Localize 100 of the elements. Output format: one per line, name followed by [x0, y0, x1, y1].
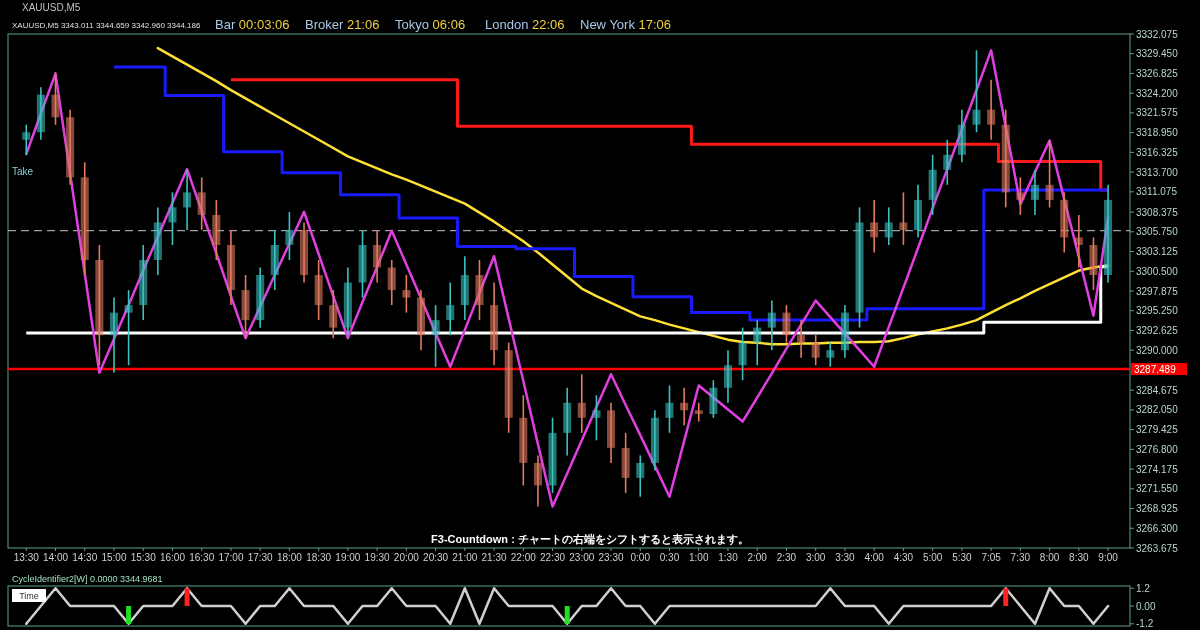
candlestick	[899, 191, 908, 246]
candlestick	[884, 206, 893, 246]
text: Broker 21:06	[305, 17, 380, 32]
x-tick-label: 17:30	[247, 552, 274, 563]
candlestick	[1060, 191, 1069, 254]
y-tick-label: 3282.050	[1136, 404, 1179, 416]
candlestick	[183, 169, 192, 231]
candlestick	[972, 49, 981, 134]
y-tick-label: 3308.375	[1136, 206, 1179, 218]
candlestick	[665, 384, 674, 434]
text: London 22:06	[485, 17, 565, 32]
candlestick	[402, 274, 411, 314]
candlestick	[753, 319, 762, 367]
y-tick-label: 3303.125	[1136, 246, 1179, 258]
annotation: Time	[19, 591, 39, 601]
y-tick-label: 3271.550	[1136, 483, 1179, 495]
x-tick-label: 4:30	[893, 552, 914, 563]
x-tick-label: 15:00	[101, 552, 127, 563]
x-tick-label: 21:00	[452, 552, 478, 563]
y-tick-label: 1.2	[1136, 582, 1151, 594]
candlestick	[826, 341, 835, 368]
x-tick-label: 4:00	[864, 552, 885, 563]
x-tick-label: 21:30	[481, 552, 508, 563]
candlestick	[285, 211, 294, 261]
y-tick-label: 3313.700	[1136, 166, 1179, 178]
x-tick-label: 0:30	[659, 552, 680, 563]
candlestick	[212, 199, 221, 261]
candlestick	[1030, 169, 1039, 216]
x-tick-label: 22:00	[510, 552, 537, 563]
candlestick	[957, 108, 966, 164]
candlestick	[226, 229, 235, 306]
chart-title: XAUUSD,M5	[22, 2, 81, 13]
candlestick	[1089, 236, 1098, 291]
y-tick-label: 3263.675	[1136, 542, 1179, 554]
x-tick-label: 7:05	[981, 552, 1002, 563]
y-tick-label: 3324.200	[1136, 87, 1179, 99]
candlestick	[738, 326, 747, 382]
candlestick	[636, 454, 645, 498]
candlestick	[168, 191, 177, 246]
candlestick	[811, 334, 820, 367]
x-tick-label: 5:00	[922, 552, 943, 563]
candlestick	[621, 432, 630, 494]
y-tick-label: 3274.175	[1136, 463, 1179, 475]
candlestick	[314, 259, 323, 321]
candlestick	[139, 244, 148, 321]
x-tick-label: 22:30	[540, 552, 566, 563]
y-tick-label: 3305.750	[1136, 226, 1179, 238]
chart-title: CycleIdentifier2[W] 0.0000 3344.9681	[12, 574, 163, 584]
text: Tokyo 06:06	[395, 17, 466, 32]
candlestick	[241, 274, 250, 339]
x-tick-label: 20:00	[393, 552, 420, 563]
y-tick-label: 3284.675	[1136, 384, 1179, 396]
candlestick	[446, 281, 455, 336]
candlestick	[373, 229, 382, 284]
candlestick	[80, 161, 89, 276]
x-tick-label: 14:30	[72, 552, 98, 563]
candlestick	[1045, 139, 1054, 209]
y-tick-label: 3311.075	[1136, 186, 1178, 198]
y-tick-label: 3321.575	[1136, 107, 1179, 119]
candlestick	[723, 349, 732, 404]
candlestick	[300, 221, 309, 284]
candlestick	[797, 319, 806, 359]
candlestick	[66, 108, 75, 186]
candlestick	[36, 86, 45, 141]
candlestick	[533, 454, 542, 508]
candlestick	[680, 386, 689, 427]
candlestick	[870, 199, 879, 254]
x-tick-label: 2:30	[776, 552, 797, 563]
candlestick	[387, 259, 396, 306]
candlestick	[343, 266, 352, 336]
y-tick-label: 3268.925	[1136, 503, 1179, 515]
candlestick	[197, 176, 206, 231]
candlestick	[153, 206, 162, 276]
x-tick-label: 17:00	[218, 552, 244, 563]
candlestick	[51, 71, 60, 126]
candlestick	[694, 401, 703, 423]
y-tick-label: 3329.450	[1136, 48, 1179, 60]
candlestick	[767, 299, 776, 351]
candlestick	[840, 304, 849, 359]
candlestick	[607, 401, 616, 464]
x-tick-label: 8:30	[1069, 552, 1089, 563]
x-tick-label: 18:00	[276, 552, 303, 563]
candlestick	[519, 394, 528, 487]
y-tick-label: -1.2	[1136, 618, 1154, 630]
x-tick-label: 3:30	[835, 552, 856, 563]
candlestick	[329, 289, 338, 339]
x-tick-label: 7:30	[1010, 552, 1031, 563]
candlestick	[490, 281, 499, 367]
x-tick-label: 15:30	[130, 552, 157, 563]
annotation: F3-Countdown : チャートの右端をシフトすると表示されます。	[431, 533, 749, 546]
candlestick	[124, 289, 133, 367]
y-tick-label: 3266.300	[1136, 522, 1179, 534]
candlestick	[431, 304, 440, 368]
x-tick-label: 5:30	[952, 552, 973, 563]
x-tick-label: 3:00	[805, 552, 826, 563]
candlestick	[855, 206, 864, 329]
candlestick	[563, 386, 572, 457]
x-tick-label: 1:30	[718, 552, 739, 563]
x-tick-label: 2:00	[747, 552, 768, 563]
y-tick-label: 3326.825	[1136, 67, 1179, 79]
